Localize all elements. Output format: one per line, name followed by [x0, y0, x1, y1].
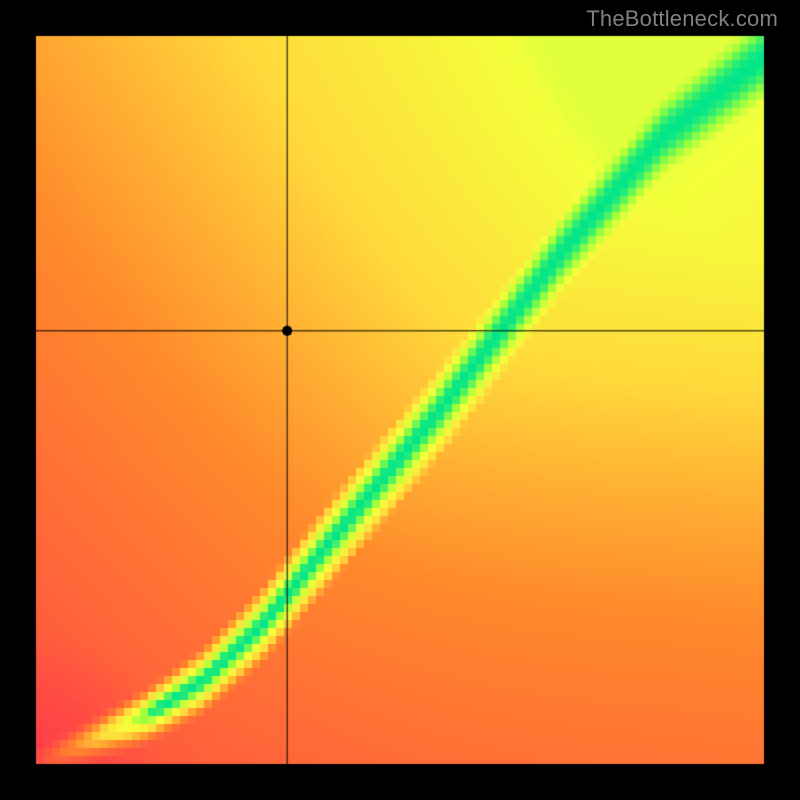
chart-root: TheBottleneck.com	[0, 0, 800, 800]
watermark-text: TheBottleneck.com	[586, 6, 778, 32]
bottleneck-heatmap-canvas	[0, 0, 800, 800]
